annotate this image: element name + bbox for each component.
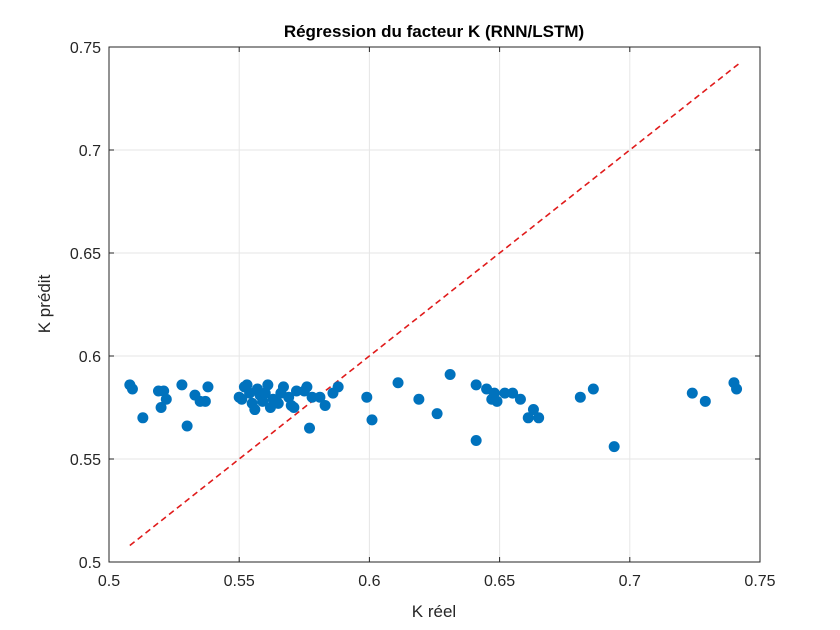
y-tick-label: 0.75	[70, 40, 101, 57]
axis-ticks: 0.5 0.55 0.6 0.65 0.7 0.75 0.5 0.55 0.6 0.65 0.7 0.…	[70, 40, 776, 590]
data-point	[533, 412, 545, 424]
data-point	[608, 441, 620, 453]
data-point	[514, 393, 526, 405]
data-point	[366, 414, 378, 426]
y-tick-label: 0.6	[79, 349, 101, 366]
x-axis-label: K réel	[412, 602, 456, 621]
x-tick-label: 0.65	[484, 573, 515, 590]
data-points	[124, 369, 743, 453]
data-point	[499, 387, 511, 399]
data-point	[288, 402, 300, 413]
data-point	[699, 395, 711, 407]
data-point	[202, 381, 214, 393]
x-tick-label: 0.6	[358, 573, 380, 590]
data-point	[160, 393, 172, 405]
plot-area-border	[108, 46, 761, 563]
data-point	[181, 420, 193, 432]
x-tick-label: 0.55	[224, 573, 255, 590]
data-point	[314, 391, 326, 403]
grid	[108, 46, 761, 563]
data-point	[444, 369, 456, 381]
data-point	[277, 381, 289, 393]
data-point	[491, 395, 503, 407]
reference-line-layer	[129, 62, 740, 547]
data-point	[272, 397, 284, 409]
data-point	[527, 404, 539, 416]
data-point	[319, 399, 331, 411]
chart-title: Régression du facteur K (RNN/LSTM)	[284, 22, 584, 41]
y-axis-label: K prédit	[35, 274, 54, 333]
data-point	[361, 391, 373, 403]
data-point	[176, 379, 188, 391]
x-tick-label: 0.7	[619, 573, 641, 590]
data-point	[522, 412, 534, 424]
data-point	[332, 381, 344, 393]
x-tick-label: 0.5	[98, 573, 120, 590]
data-point	[431, 408, 443, 420]
data-point	[574, 391, 586, 403]
data-point	[236, 393, 248, 405]
data-point	[262, 379, 274, 391]
data-point	[587, 383, 599, 395]
data-point	[301, 381, 313, 393]
data-point	[392, 377, 404, 389]
data-point	[155, 402, 167, 413]
data-point	[290, 385, 302, 397]
data-point	[137, 412, 149, 424]
data-point	[304, 422, 316, 434]
y-tick-label: 0.5	[79, 555, 101, 572]
data-point	[507, 387, 519, 399]
data-point	[731, 383, 743, 395]
y-tick-label: 0.65	[70, 246, 101, 263]
reference-line	[129, 62, 740, 547]
data-point	[470, 379, 482, 391]
data-point	[413, 393, 425, 405]
x-tick-label: 0.75	[744, 573, 775, 590]
data-point	[199, 395, 211, 407]
data-point	[126, 383, 138, 395]
data-point	[686, 387, 698, 399]
data-point	[306, 391, 318, 403]
data-point	[470, 434, 482, 446]
y-tick-label: 0.55	[70, 452, 101, 469]
data-point	[249, 404, 261, 416]
y-tick-label: 0.7	[79, 143, 101, 160]
